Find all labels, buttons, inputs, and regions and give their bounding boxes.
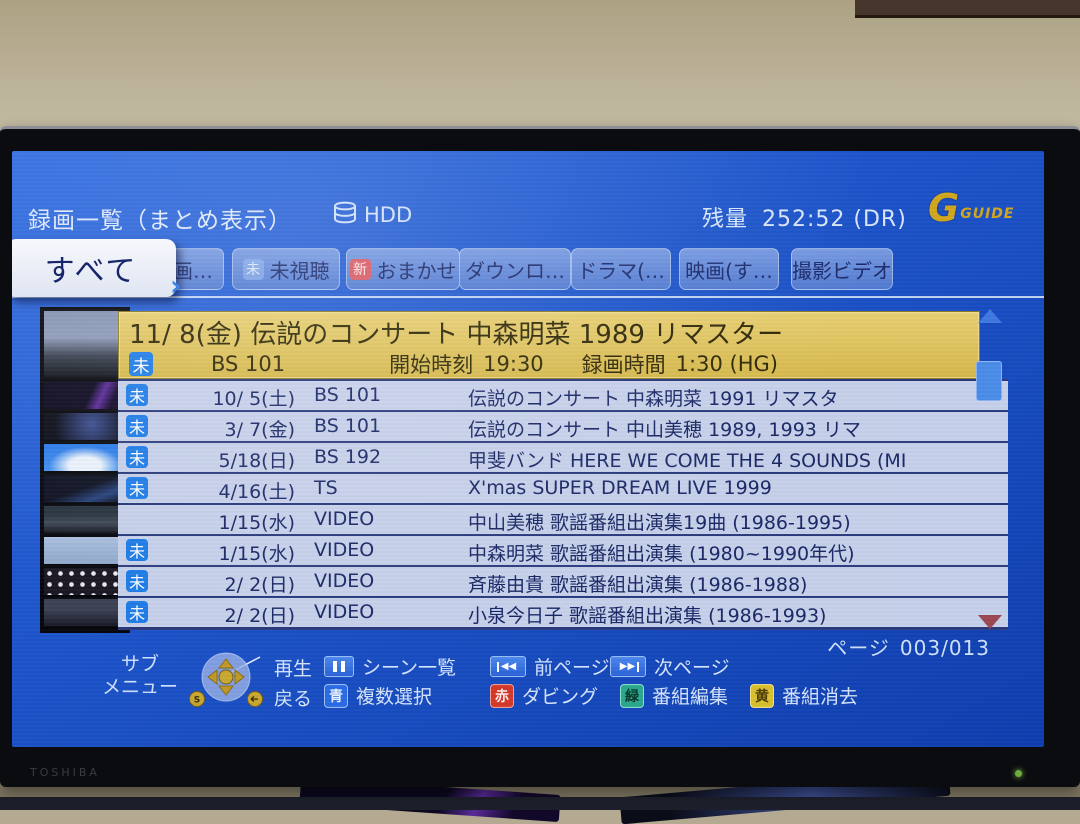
tv-brand-logo: TOSHIBA (30, 766, 100, 779)
thumbnail (44, 444, 126, 471)
green-button-badge: 緑 (620, 683, 644, 708)
start-time-label: 開始時刻 (389, 353, 474, 377)
dubbing-hint: 赤 ダビング (490, 682, 598, 709)
svg-text:S: S (194, 696, 200, 706)
selected-channel: BS 101 (211, 352, 286, 376)
new-mini-badge: 新 (349, 258, 371, 280)
chevron-right-icon: › (170, 269, 182, 302)
selected-title: 11/ 8(金) 伝説のコンサート 中森明菜 1989 リマスター (129, 320, 784, 350)
scrollbar-thumb[interactable] (976, 361, 1002, 401)
remaining-capacity: 残量 252:52 (DR) (702, 201, 907, 233)
storage-indicator: HDD (332, 201, 412, 229)
recording-list: 未 10/ 5(土) BS 101 伝説のコンサート 中森明菜 1991 リマス… (118, 379, 1008, 630)
unwatched-badge: 未 (126, 570, 148, 592)
gguide-logo: G GUIDE (928, 186, 1015, 230)
remaining-label: 残量 (702, 207, 749, 232)
thumbnail (44, 506, 126, 533)
table-row[interactable]: 未 2/ 2(日) VIDEO 小泉今日子 歌謡番組出演集 (1986-1993… (118, 598, 1008, 627)
scroll-down-icon[interactable] (978, 615, 1002, 629)
scene-list-hint: シーン一覧 (324, 653, 456, 680)
program-erase-hint: 黄 番組消去 (750, 682, 858, 709)
back-label: 戻る (274, 688, 313, 710)
thumbnail-strip (40, 307, 130, 633)
thumbnail (44, 311, 126, 377)
table-row[interactable]: 未 1/15(水) VIDEO 中森明菜 歌謡番組出演集 (1980~1990年… (118, 536, 1008, 565)
pause-button-icon (324, 656, 354, 677)
multi-select-hint: 青 複数選択 (324, 682, 432, 709)
table-row[interactable]: 1/15(水) VIDEO 中山美穂 歌謡番組出演集19曲 (1986-1995… (118, 505, 1008, 534)
unwatched-badge: 未 (129, 352, 153, 377)
recorder-screen: 録画一覧（まとめ表示） HDD 残量 252:52 (DR) G GUIDE 録画… (12, 151, 1044, 747)
room-wall (0, 0, 1080, 134)
storage-label: HDD (364, 203, 413, 227)
table-row[interactable]: 未 3/ 7(金) BS 101 伝説のコンサート 中山美穂 1989, 199… (118, 412, 1008, 441)
wall-shelf (855, 0, 1080, 18)
unwatched-badge: 未 (126, 539, 148, 561)
page-indicator: ページ 003/013 (827, 636, 990, 660)
tab-divider (12, 296, 1044, 298)
next-page-hint: ▶▶ 次ページ (610, 653, 730, 680)
unwatched-badge: 未 (126, 415, 148, 437)
table-row[interactable]: 未 4/16(土) TS X'mas SUPER DREAM LIVE 1999 (118, 474, 1008, 503)
thumbnail (44, 413, 126, 440)
program-edit-hint: 緑 番組編集 (620, 682, 728, 709)
tab-camera-video[interactable]: 撮影ビデオ (791, 248, 893, 290)
tab-omakase[interactable]: 新 おまかせ (346, 248, 460, 290)
tab-drama[interactable]: ドラマ(… (571, 248, 671, 290)
table-edge (0, 797, 1080, 810)
thumbnail (44, 568, 126, 595)
remaining-value: 252:52 (DR) (762, 207, 907, 232)
duration-value: 1:30 (HG) (675, 352, 778, 376)
unwatched-badge: 未 (126, 477, 148, 499)
tab-all-selected[interactable]: すべて (12, 239, 176, 297)
dpad-icon: S (188, 647, 268, 713)
table-row[interactable]: 未 5/18(日) BS 192 甲斐バンド HERE WE COME THE … (118, 443, 1008, 472)
duration-label: 録画時間 (581, 353, 666, 377)
thumbnail (44, 382, 126, 409)
tab-download[interactable]: ダウンロ… (459, 248, 571, 290)
prev-page-icon: ◀◀ (490, 656, 526, 677)
blue-button-badge: 青 (324, 683, 348, 708)
page-title: 録画一覧（まとめ表示） (28, 208, 292, 234)
red-button-badge: 赤 (490, 683, 514, 708)
tab-movie[interactable]: 映画(す… (679, 248, 779, 290)
tab-unwatched[interactable]: 未 未視聴 (232, 248, 340, 290)
thumbnail (44, 537, 126, 564)
unwatched-mini-badge: 未 (242, 258, 264, 280)
power-led (1015, 770, 1022, 777)
table-row[interactable]: 未 10/ 5(土) BS 101 伝説のコンサート 中森明菜 1991 リマス… (118, 381, 1008, 410)
unwatched-badge: 未 (126, 384, 148, 406)
play-label: 再生 (274, 658, 313, 680)
tv-frame: 録画一覧（まとめ表示） HDD 残量 252:52 (DR) G GUIDE 録画… (0, 126, 1080, 787)
scroll-up-icon[interactable] (978, 309, 1002, 323)
thumbnail (44, 599, 126, 626)
table-row[interactable]: 未 2/ 2(日) VIDEO 斉藤由貴 歌謡番組出演集 (1986-1988) (118, 567, 1008, 596)
next-page-icon: ▶▶ (610, 656, 646, 677)
yellow-button-badge: 黄 (750, 683, 774, 708)
start-time-value: 19:30 (483, 352, 544, 376)
prev-page-hint: ◀◀ 前ページ (490, 653, 610, 680)
unwatched-badge: 未 (126, 446, 148, 468)
unwatched-badge: 未 (126, 601, 148, 623)
hdd-discs-icon (332, 201, 358, 229)
thumbnail (44, 475, 126, 502)
selected-recording-row[interactable]: 11/ 8(金) 伝説のコンサート 中森明菜 1989 リマスター 未 BS 1… (118, 311, 980, 379)
submenu-label: サブ メニュー (101, 653, 178, 698)
